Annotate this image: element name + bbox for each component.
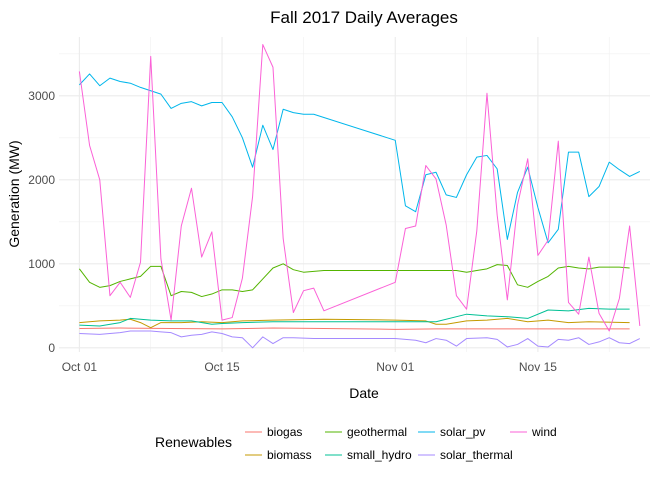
y-axis-ticks: 0 1000 2000 3000 (28, 89, 55, 355)
legend-label-biomass: biomass (267, 448, 312, 462)
series-line-geothermal (78, 263, 630, 298)
x-tick-label: Nov 01 (376, 360, 414, 374)
series-line-biogas (79, 327, 630, 330)
legend: Renewables biogas biomass geothermal small_… (155, 425, 557, 462)
series-line-wind (78, 44, 641, 332)
legend-label-small_hydro: small_hydro (347, 448, 412, 462)
y-tick-label: 3000 (28, 89, 55, 103)
legend-label-solar_thermal: solar_thermal (440, 448, 513, 462)
y-tick-label: 0 (48, 341, 55, 355)
series-line-solar_thermal (79, 330, 641, 349)
x-tick-label: Nov 15 (519, 360, 557, 374)
y-tick-label: 2000 (28, 173, 55, 187)
legend-label-solar_pv: solar_pv (440, 425, 485, 439)
y-axis-title: Generation (MW) (6, 140, 22, 247)
x-tick-label: Oct 01 (62, 360, 98, 374)
legend-title: Renewables (155, 434, 232, 450)
chart-title: Fall 2017 Daily Averages (270, 8, 458, 27)
legend-label-biogas: biogas (267, 425, 302, 439)
series-lines (78, 44, 641, 349)
legend-label-wind: wind (531, 425, 557, 439)
series-line-small_hydro (79, 307, 630, 327)
x-axis-title: Date (349, 385, 379, 401)
legend-items: biogas biomass geothermal small_hydro solar_… (245, 425, 557, 462)
series-line-biomass (79, 317, 630, 329)
legend-label-geothermal: geothermal (347, 425, 407, 439)
y-tick-label: 1000 (28, 257, 55, 271)
series-line-solar_pv (79, 73, 641, 244)
grid (59, 37, 650, 352)
x-axis-ticks: Oct 01 Oct 15 Nov 01 Nov 15 (62, 360, 558, 374)
x-tick-label: Oct 15 (204, 360, 240, 374)
